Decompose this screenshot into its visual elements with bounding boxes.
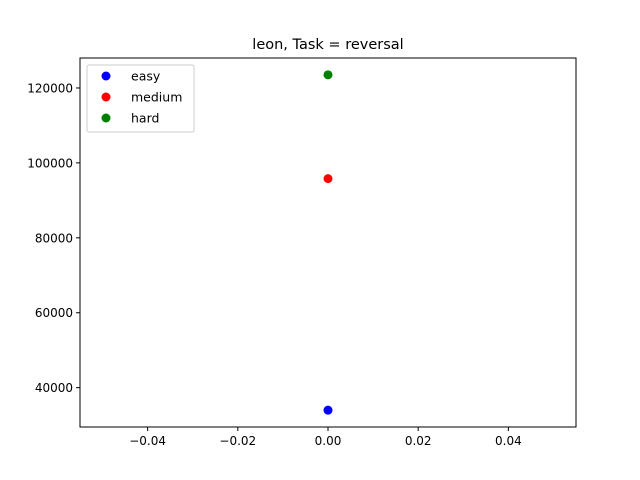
y-tick-label: 40000 (35, 381, 73, 395)
data-points (323, 70, 333, 415)
data-point-medium (323, 174, 333, 184)
x-axis: −0.04 −0.02 0.00 0.02 0.04 (129, 427, 522, 448)
x-tick-label: 0.04 (495, 434, 522, 448)
x-tick-label: 0.02 (405, 434, 432, 448)
chart-title: leon, Task = reversal (252, 37, 403, 53)
legend-label-hard: hard (131, 111, 159, 126)
y-tick-label: 60000 (35, 306, 73, 320)
x-tick-label: −0.04 (129, 434, 166, 448)
x-tick-label: −0.02 (219, 434, 256, 448)
data-point-hard (323, 70, 333, 80)
y-tick-label: 80000 (35, 231, 73, 245)
legend-label-medium: medium (131, 90, 182, 105)
plot-frame (79, 57, 577, 428)
data-point-easy (323, 405, 333, 415)
x-tick-label: 0.00 (315, 434, 342, 448)
y-tick-label: 120000 (27, 81, 73, 95)
legend-marker-easy (101, 71, 111, 81)
legend: easy medium hard (86, 64, 195, 133)
legend-box (86, 64, 195, 133)
legend-marker-medium (101, 92, 111, 102)
y-axis: 40000 60000 80000 100000 120000 (27, 81, 80, 395)
legend-label-easy: easy (131, 69, 161, 84)
legend-marker-hard (101, 113, 111, 123)
y-tick-label: 100000 (27, 156, 73, 170)
